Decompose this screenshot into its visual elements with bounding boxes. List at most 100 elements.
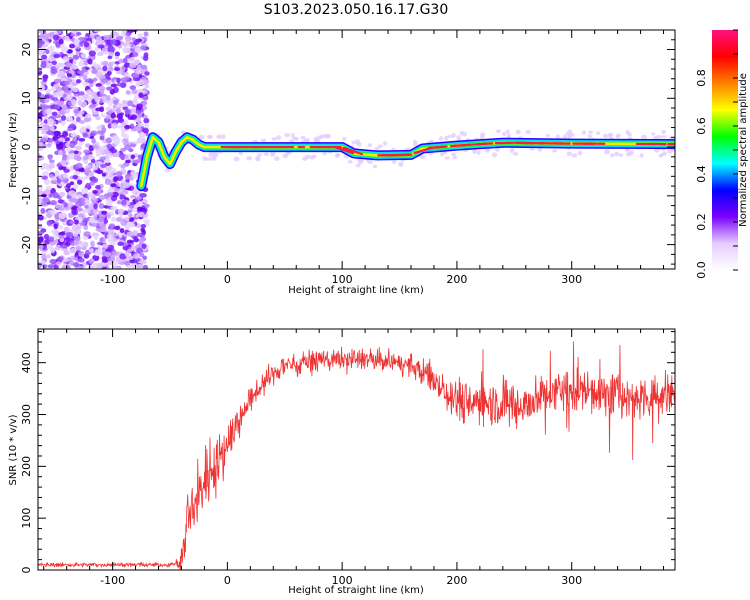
ridge-speckle xyxy=(439,151,445,157)
noise-speckle xyxy=(106,213,112,219)
noise-speckle xyxy=(88,216,96,223)
ridge-speckle xyxy=(502,131,507,137)
noise-speckle xyxy=(57,225,63,230)
noise-speckle xyxy=(110,39,117,46)
noise-speckle xyxy=(110,112,116,119)
noise-speckle xyxy=(124,108,130,115)
noise-speckle xyxy=(70,132,78,138)
noise-speckle xyxy=(46,130,54,136)
noise-speckle xyxy=(73,261,80,268)
noise-speckle xyxy=(47,154,53,160)
noise-speckle xyxy=(61,265,67,269)
ridge-speckle xyxy=(641,134,647,139)
noise-speckle xyxy=(106,86,113,91)
noise-speckle xyxy=(113,225,121,231)
noise-speckle xyxy=(82,132,88,138)
noise-speckle xyxy=(144,203,150,208)
noise-speckle xyxy=(104,72,111,78)
noise-speckle xyxy=(136,103,143,110)
noise-speckle xyxy=(95,227,103,232)
noise-speckle xyxy=(71,206,79,211)
noise-speckle xyxy=(114,187,120,193)
noise-speckle xyxy=(93,95,99,101)
noise-speckle xyxy=(55,63,62,69)
noise-speckle xyxy=(96,262,104,269)
ridge-speckle xyxy=(212,156,217,161)
noise-speckle xyxy=(66,202,74,208)
ridge-speckle xyxy=(610,153,615,158)
noise-speckle xyxy=(60,115,67,121)
ridge-speckle xyxy=(374,146,380,151)
noise-speckle xyxy=(95,115,101,121)
ridge-speckle xyxy=(290,132,296,139)
colorbar: 0.0 0.2 0.4 0.6 0.8 Normalized spectral ampl… xyxy=(695,29,749,279)
noise-speckle xyxy=(77,257,85,263)
figure-title: S103.2023.050.16.17.G30 xyxy=(264,2,449,18)
noise-speckle xyxy=(54,150,60,155)
noise-speckle xyxy=(41,253,47,261)
noise-speckle xyxy=(41,162,50,169)
noise-speckle xyxy=(41,54,48,60)
ridge-speckle xyxy=(651,132,656,136)
noise-speckle xyxy=(128,217,134,222)
noise-speckle xyxy=(82,208,88,213)
noise-speckle xyxy=(38,118,42,123)
colorbar-tick-label: 0.8 xyxy=(695,69,708,87)
noise-speckle xyxy=(135,125,142,131)
noise-speckle xyxy=(64,108,70,114)
ridge-speckle xyxy=(367,143,373,148)
noise-speckle xyxy=(107,244,115,251)
noise-speckle xyxy=(83,231,91,237)
noise-speckle xyxy=(139,259,147,265)
noise-speckle xyxy=(102,65,108,72)
noise-speckle xyxy=(101,210,108,215)
ridge-speckle xyxy=(660,134,667,139)
noise-speckle xyxy=(77,95,84,102)
noise-speckle xyxy=(110,122,118,129)
noise-speckle xyxy=(97,148,105,155)
noise-speckle xyxy=(52,192,59,199)
noise-speckle xyxy=(143,79,149,85)
noise-speckle xyxy=(54,170,60,176)
ridge-speckle xyxy=(246,155,253,161)
noise-speckle xyxy=(96,125,103,130)
noise-speckle xyxy=(140,64,148,70)
noise-speckle xyxy=(46,254,51,259)
noise-speckle xyxy=(62,130,69,138)
noise-speckle xyxy=(38,244,44,250)
noise-speckle xyxy=(130,143,137,148)
noise-speckle xyxy=(132,159,141,164)
snr-ytick-label: 100 xyxy=(20,508,33,529)
noise-speckle xyxy=(63,226,70,233)
noise-speckle xyxy=(66,116,74,122)
spectrogram-frame xyxy=(37,29,676,270)
ridge-core xyxy=(333,145,355,155)
snr-ytick-label: 0 xyxy=(20,567,33,574)
noise-speckle xyxy=(58,137,66,142)
noise-speckle xyxy=(137,263,144,269)
ridge-speckle xyxy=(255,155,260,161)
ridge-speckle xyxy=(351,140,356,145)
noise-speckle xyxy=(100,224,106,230)
ridge-speckle xyxy=(566,151,573,156)
noise-speckle xyxy=(77,100,83,106)
noise-speckle xyxy=(88,32,96,37)
noise-speckle xyxy=(43,119,49,124)
ridge-speckle xyxy=(456,135,461,140)
noise-speckle xyxy=(116,77,121,83)
noise-speckle xyxy=(65,142,71,148)
noise-speckle xyxy=(68,43,76,49)
noise-speckle xyxy=(101,243,109,249)
noise-speckle xyxy=(119,183,127,189)
noise-speckle xyxy=(92,77,98,82)
noise-speckle xyxy=(40,31,48,39)
ridge-speckle xyxy=(587,134,593,138)
noise-speckle xyxy=(143,117,150,124)
noise-speckle xyxy=(62,56,69,62)
noise-speckle xyxy=(72,174,78,180)
noise-speckle xyxy=(80,198,86,202)
noise-speckle xyxy=(66,127,74,132)
noise-speckle xyxy=(57,199,64,204)
noise-speckle xyxy=(114,51,120,57)
spectrogram-ylabel: Frequency (Hz) xyxy=(8,112,19,188)
